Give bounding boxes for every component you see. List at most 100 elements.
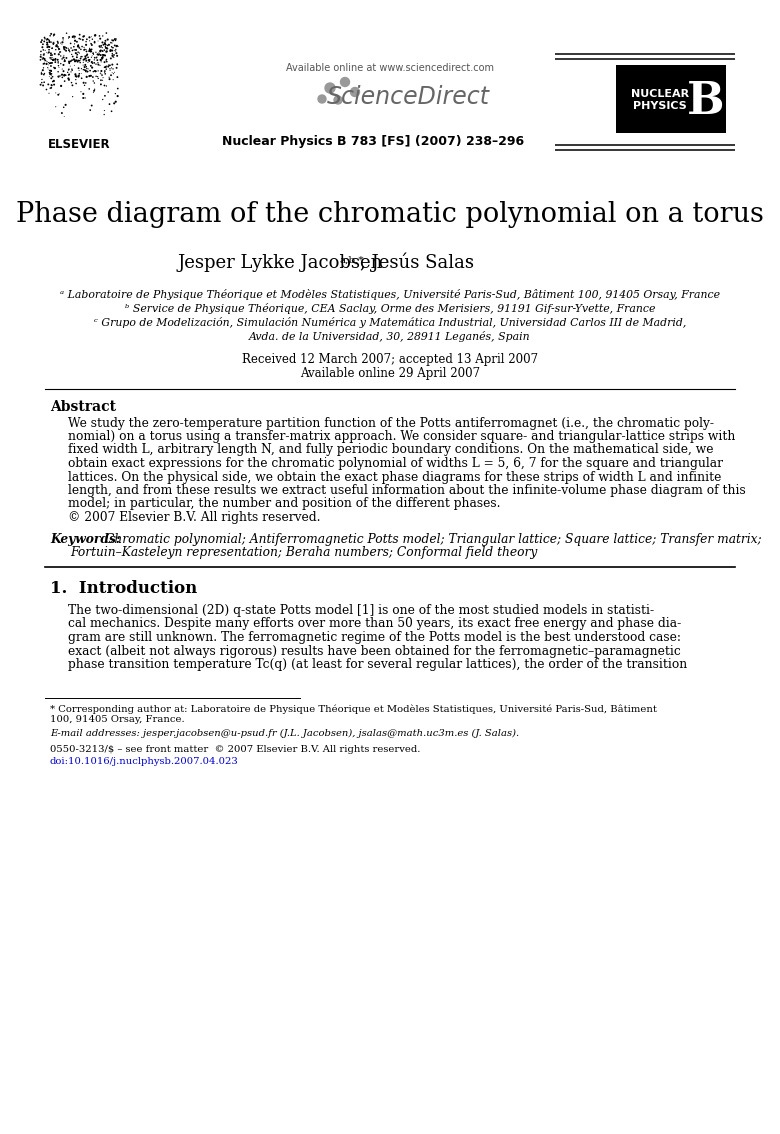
Point [69, 51, 82, 69]
Point [58, 52, 71, 70]
Point [111, 46, 123, 65]
Point [94, 75, 107, 93]
Point [73, 36, 85, 54]
Point [39, 41, 51, 59]
Point [110, 44, 122, 62]
Point [66, 76, 79, 94]
Point [107, 60, 119, 78]
Point [98, 76, 111, 94]
Point [56, 60, 69, 78]
Point [38, 65, 51, 83]
Point [65, 62, 77, 81]
Point [98, 64, 111, 82]
Point [100, 43, 112, 61]
Point [102, 56, 115, 74]
Point [69, 70, 82, 88]
Point [47, 35, 59, 53]
Point [69, 27, 81, 45]
Point [70, 75, 83, 93]
Point [51, 33, 64, 51]
Point [83, 67, 96, 85]
Point [77, 56, 90, 74]
Point [34, 48, 47, 66]
Point [70, 68, 83, 86]
Text: phase transition temperature Tc(q) (at least for several regular lattices), the : phase transition temperature Tc(q) (at l… [68, 658, 687, 671]
Point [55, 77, 67, 95]
Point [69, 66, 82, 84]
Point [88, 62, 101, 81]
Point [41, 34, 54, 52]
Point [99, 32, 112, 50]
Point [58, 73, 71, 91]
Point [80, 50, 92, 68]
Text: We study the zero-temperature partition function of the Potts antiferromagnet (i: We study the zero-temperature partition … [68, 416, 714, 430]
Point [100, 60, 112, 78]
Point [57, 49, 69, 67]
Point [43, 43, 55, 61]
Point [53, 40, 66, 58]
Point [37, 59, 50, 77]
Point [46, 53, 58, 71]
Point [83, 40, 96, 58]
Point [52, 53, 65, 71]
Point [52, 57, 65, 75]
Point [88, 51, 101, 69]
Point [98, 53, 111, 71]
Text: B: B [687, 79, 725, 122]
Point [83, 52, 95, 70]
Point [58, 37, 70, 56]
Point [44, 44, 57, 62]
Point [92, 32, 105, 50]
Point [43, 41, 55, 59]
Point [43, 84, 55, 102]
Point [110, 59, 122, 77]
Point [77, 51, 90, 69]
Point [94, 39, 107, 57]
Point [90, 49, 103, 67]
Point [62, 41, 75, 59]
Point [84, 61, 97, 79]
Point [105, 31, 118, 49]
Point [65, 39, 77, 57]
Point [100, 51, 112, 69]
Point [99, 46, 112, 65]
Point [76, 48, 88, 66]
Text: Avda. de la Universidad, 30, 28911 Leganés, Spain: Avda. de la Universidad, 30, 28911 Legan… [249, 331, 531, 342]
Point [80, 58, 93, 76]
Point [81, 45, 94, 64]
Point [84, 57, 97, 75]
Point [69, 32, 81, 50]
Point [68, 27, 80, 45]
Point [111, 36, 123, 54]
Point [99, 65, 112, 83]
Point [49, 50, 62, 68]
Point [52, 45, 65, 64]
Point [73, 29, 86, 48]
Point [69, 52, 81, 70]
Point [105, 102, 118, 120]
Point [66, 28, 79, 46]
Point [41, 39, 54, 57]
Point [43, 67, 55, 85]
Point [112, 87, 124, 105]
Point [59, 66, 72, 84]
Point [46, 68, 58, 86]
Point [105, 59, 118, 77]
Point [78, 41, 90, 59]
Point [44, 54, 56, 73]
Point [104, 59, 116, 77]
Point [70, 51, 83, 69]
Point [92, 69, 105, 87]
Point [96, 39, 108, 57]
Point [96, 49, 108, 67]
Point [50, 84, 62, 102]
Point [91, 51, 104, 69]
Point [42, 60, 55, 78]
Point [37, 76, 49, 94]
Text: Received 12 March 2007; accepted 13 April 2007: Received 12 March 2007; accepted 13 Apri… [242, 353, 538, 365]
Text: lattices. On the physical side, we obtain the exact phase diagrams for these str: lattices. On the physical side, we obtai… [68, 471, 722, 483]
Point [81, 64, 94, 82]
Point [83, 41, 96, 59]
Point [76, 31, 89, 49]
Point [111, 56, 123, 74]
